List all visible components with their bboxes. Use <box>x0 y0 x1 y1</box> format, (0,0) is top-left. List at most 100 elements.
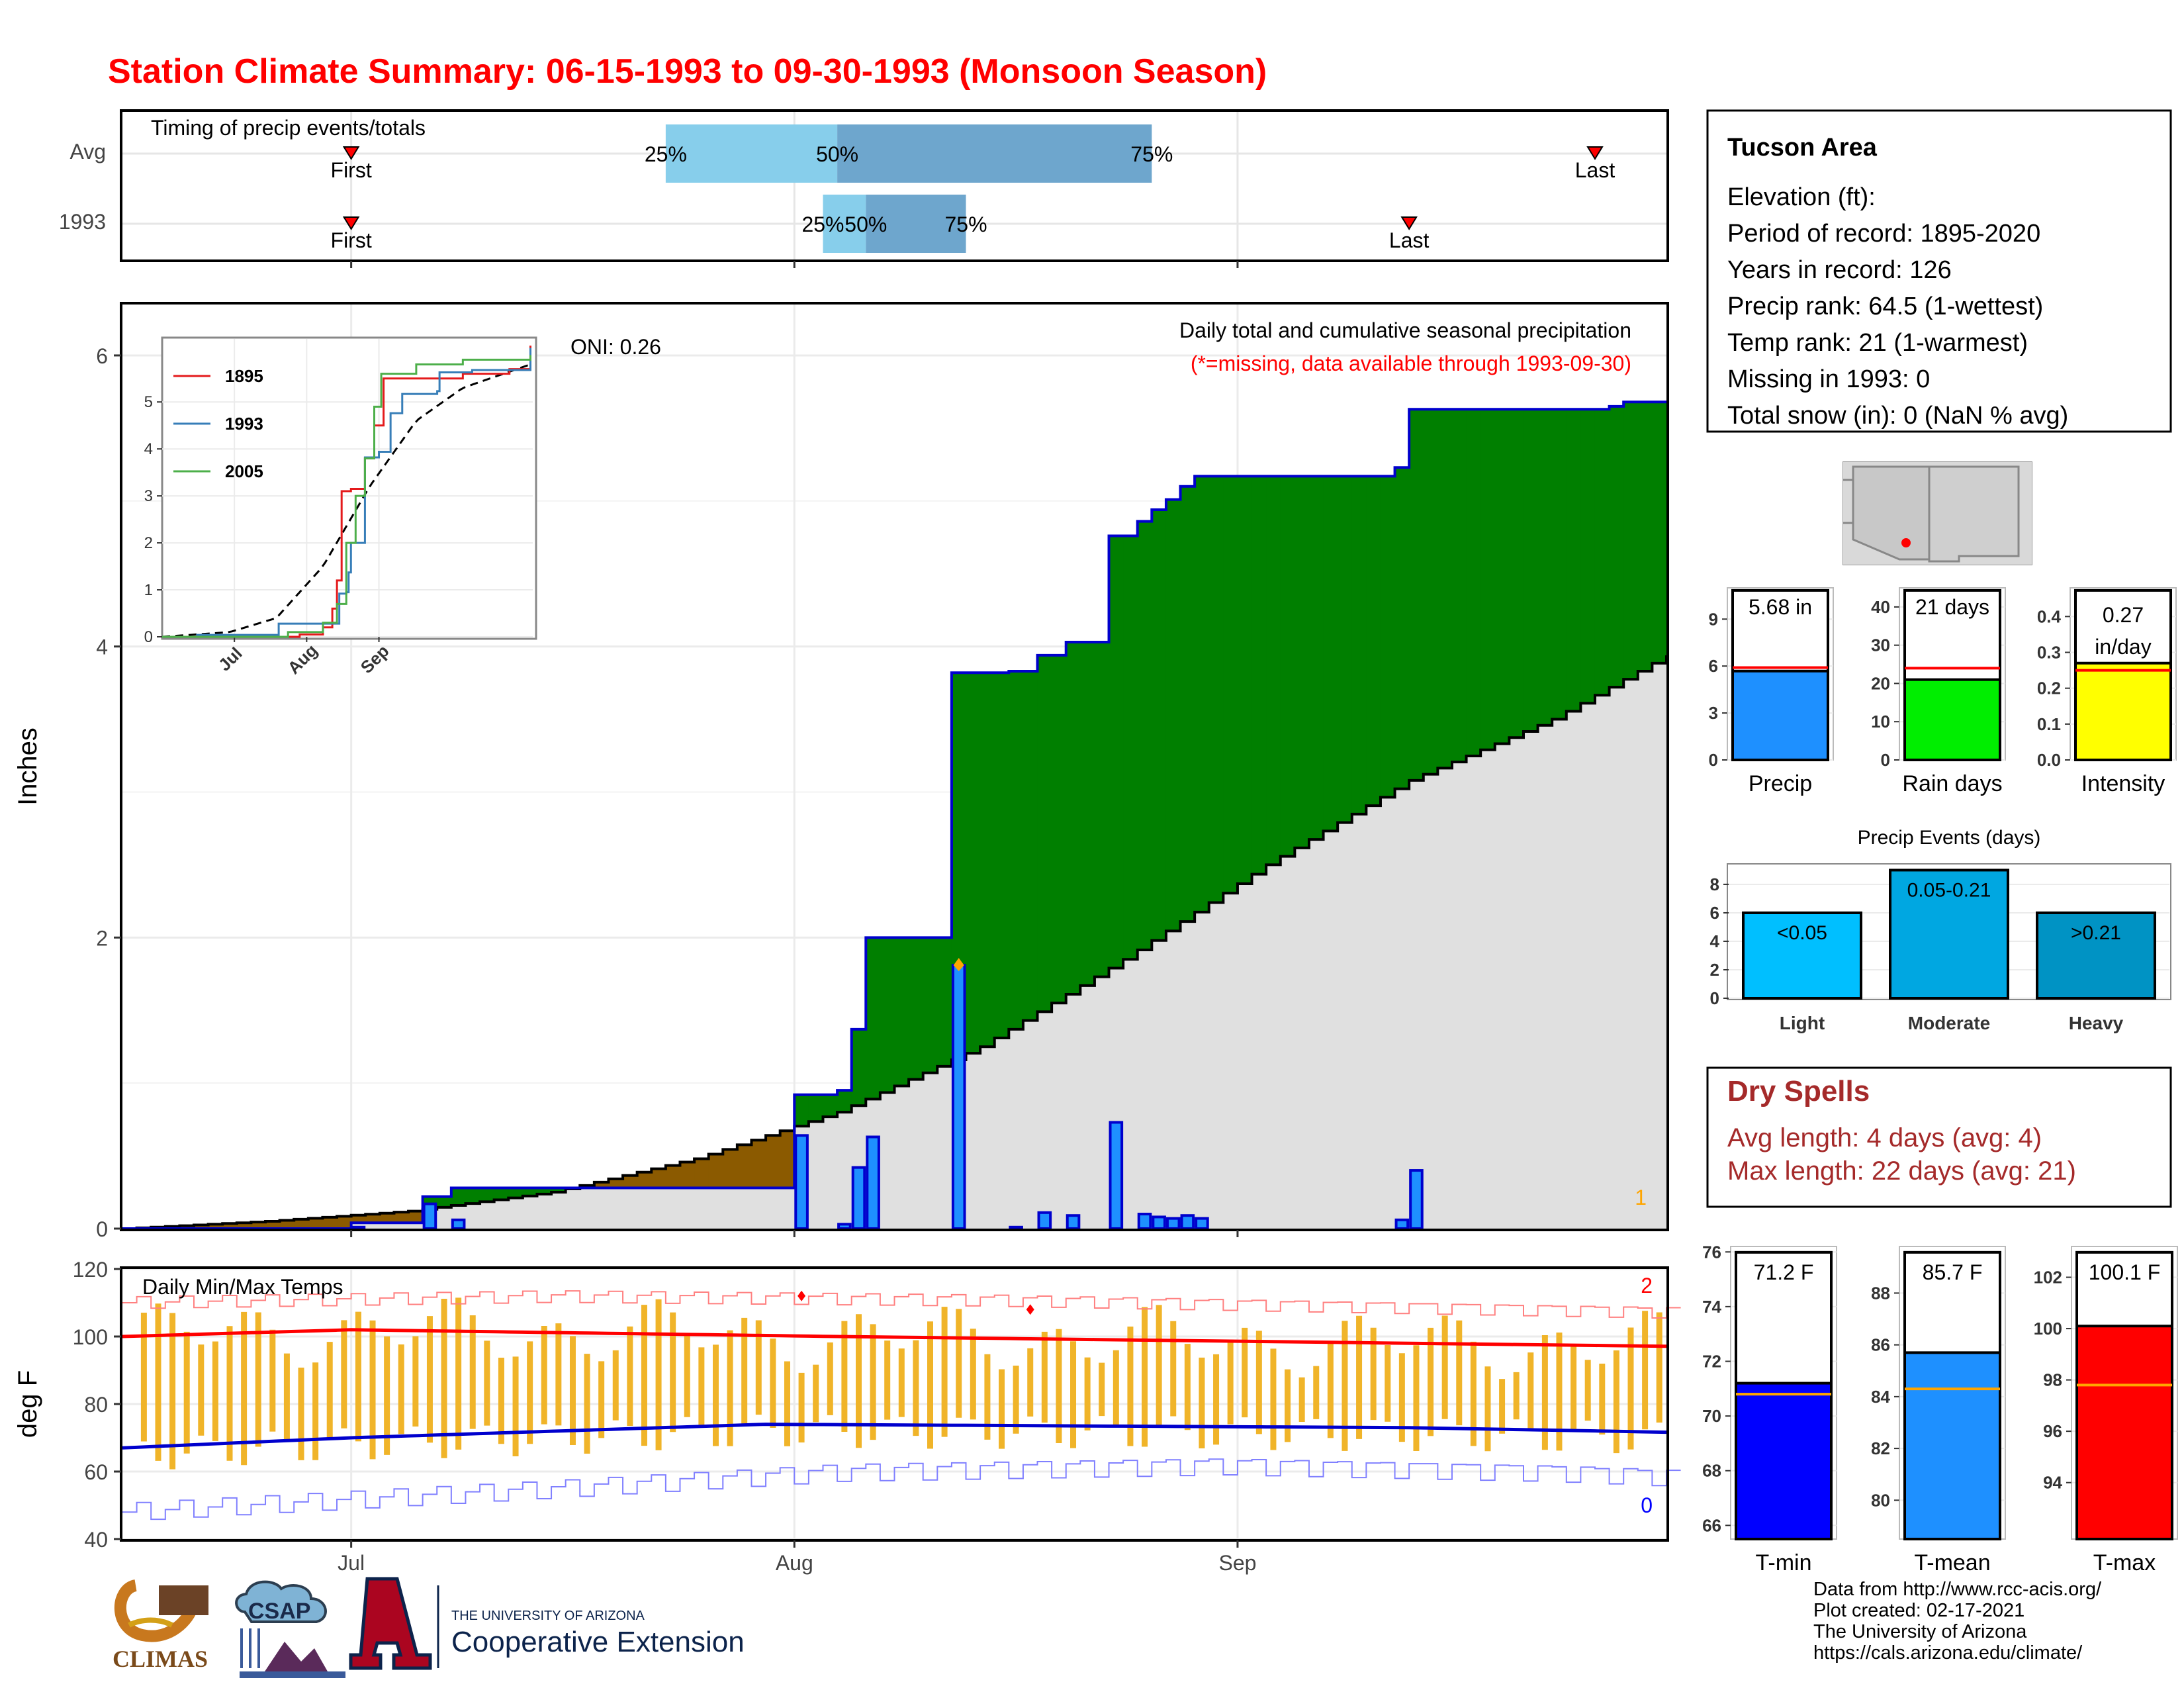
precip-panel: 0 2 4 6 Inches Daily total and cumulative s… <box>13 302 1669 1241</box>
surplus-area <box>1123 536 1138 960</box>
cumulative-base-area <box>1537 725 1553 1229</box>
temp-summary-tick-label: 84 <box>1871 1387 1890 1407</box>
surplus-area <box>1037 655 1052 1012</box>
temp-summary-bar-charts: 66 68 70 72 74 76 71.2 F T-min 80 82 84 86 88 85.7 F T… <box>1702 1242 2178 1575</box>
surplus-area <box>966 673 981 1054</box>
summary-tick-label: 0.1 <box>2037 714 2061 734</box>
station-info-line: Years in record: 126 <box>1727 256 1952 284</box>
temp-summary-tick-label: 74 <box>1702 1297 1721 1317</box>
temp-summary-bar-label: T-max <box>2093 1550 2156 1575</box>
deficit-area <box>265 1221 281 1229</box>
surplus-area <box>1494 409 1510 744</box>
deficit-area <box>351 1215 366 1223</box>
cumulative-base-area <box>723 1188 738 1229</box>
cumulative-base-area <box>1566 711 1581 1229</box>
surplus-area <box>837 1090 852 1113</box>
csap-logo-text: CSAP <box>248 1599 310 1624</box>
events-bar-label: 0.05-0.21 <box>1907 879 1991 901</box>
cumulative-base-area <box>1123 959 1138 1229</box>
surplus-area <box>1208 476 1224 903</box>
precip-y-tick-label: 2 <box>96 926 108 950</box>
surplus-area <box>1623 402 1639 680</box>
cumulative-base-area <box>923 1072 938 1229</box>
record-max-count: 2 <box>1641 1274 1653 1297</box>
surplus-area <box>894 937 909 1086</box>
surplus-area <box>465 1188 480 1204</box>
events-tick-label: 8 <box>1710 874 1719 894</box>
timing-row-label-1993: 1993 <box>59 210 106 234</box>
precip-panel-title: Daily total and cumulative seasonal prec… <box>1179 318 1631 342</box>
surplus-area <box>1480 409 1496 750</box>
cumulative-base-area <box>1580 703 1596 1229</box>
surplus-area <box>823 1094 838 1117</box>
inset-y-tick-label: 5 <box>144 393 153 411</box>
record-max-line <box>122 1290 1681 1319</box>
inset-y-tick-label: 2 <box>144 534 153 552</box>
daily-precip-bar <box>1137 1213 1152 1230</box>
deficit-area <box>751 1140 766 1188</box>
timing-last-marker <box>1586 146 1604 160</box>
daily-precip-bar <box>1195 1217 1209 1231</box>
cumulative-base-area <box>1208 902 1224 1229</box>
timing-bar-q50-q75 <box>837 124 1152 183</box>
cumulative-base-area <box>1009 1029 1024 1229</box>
surplus-area <box>1466 409 1481 756</box>
daily-precip-bar <box>1066 1214 1081 1231</box>
summary-tick-label: 10 <box>1871 712 1890 731</box>
surplus-area <box>1223 476 1238 894</box>
cumulative-base-area <box>1180 921 1195 1229</box>
cumulative-base-area <box>680 1188 695 1229</box>
surplus-area <box>1052 655 1067 1004</box>
summary-tick-label: 0.3 <box>2037 643 2061 663</box>
cumulative-base-area <box>909 1079 924 1229</box>
temp-summary-tick-label: 98 <box>2043 1370 2062 1390</box>
surplus-area <box>1009 671 1024 1029</box>
surplus-area <box>1637 402 1653 672</box>
events-tick-label: 4 <box>1710 931 1720 951</box>
events-category-label: Heavy <box>2069 1013 2124 1033</box>
cumulative-base-area <box>1052 1003 1067 1229</box>
temp-summary-tick-label: 94 <box>2043 1473 2062 1493</box>
surplus-area <box>1023 671 1038 1021</box>
timing-first-label: First <box>331 158 372 182</box>
deficit-area <box>608 1178 623 1188</box>
cumulative-base-area <box>394 1223 409 1229</box>
precip-y-axis-label: Inches <box>13 727 42 806</box>
precip-corner-count: 1 <box>1635 1186 1647 1209</box>
timing-last-marker <box>1400 216 1418 230</box>
cumulative-base-area <box>808 1121 823 1229</box>
cumulative-base-area <box>480 1201 495 1229</box>
timing-pct-label: 75% <box>944 212 987 236</box>
surplus-area <box>937 937 952 1066</box>
surplus-area <box>1066 642 1081 995</box>
footer-university: The University of Arizona <box>1813 1621 2027 1642</box>
summary-bar-0 <box>1731 669 1829 762</box>
surplus-area <box>1509 409 1524 738</box>
cumulative-base-area <box>1366 806 1381 1229</box>
cumulative-base-area <box>1165 931 1181 1229</box>
daily-precip-bar <box>837 1223 852 1231</box>
daily-precip-bar <box>866 1135 880 1231</box>
daily-precip-bar <box>1037 1211 1052 1231</box>
surplus-area <box>1251 476 1267 874</box>
summary-value-label: 0.27 <box>2103 603 2144 627</box>
deficit-area <box>665 1165 680 1188</box>
station-info-line: Temp rank: 21 (1-warmest) <box>1727 329 2028 357</box>
events-category-label: Moderate <box>1908 1013 1990 1033</box>
temp-summary-value-label: 71.2 F <box>1754 1260 1814 1284</box>
cumulative-base-area <box>665 1188 680 1229</box>
climas-logo-text: CLIMAS <box>113 1646 208 1672</box>
station-info-line: Total snow (in): 0 (NaN % avg) <box>1727 402 2068 430</box>
summary-tick-label: 20 <box>1871 673 1890 693</box>
events-tick-label: 0 <box>1710 988 1719 1008</box>
temp-summary-value-label: 100.1 F <box>2089 1260 2161 1284</box>
deficit-area <box>208 1224 223 1229</box>
temp-x-tick-label: Aug <box>776 1551 813 1575</box>
surplus-area <box>1423 409 1438 774</box>
daily-precip-bar <box>851 1166 866 1230</box>
surplus-area <box>537 1188 552 1194</box>
inset-avg-line <box>161 363 531 638</box>
cumulative-base-area <box>1080 985 1095 1229</box>
surplus-area <box>508 1188 523 1198</box>
cumulative-base-area <box>1023 1020 1038 1229</box>
